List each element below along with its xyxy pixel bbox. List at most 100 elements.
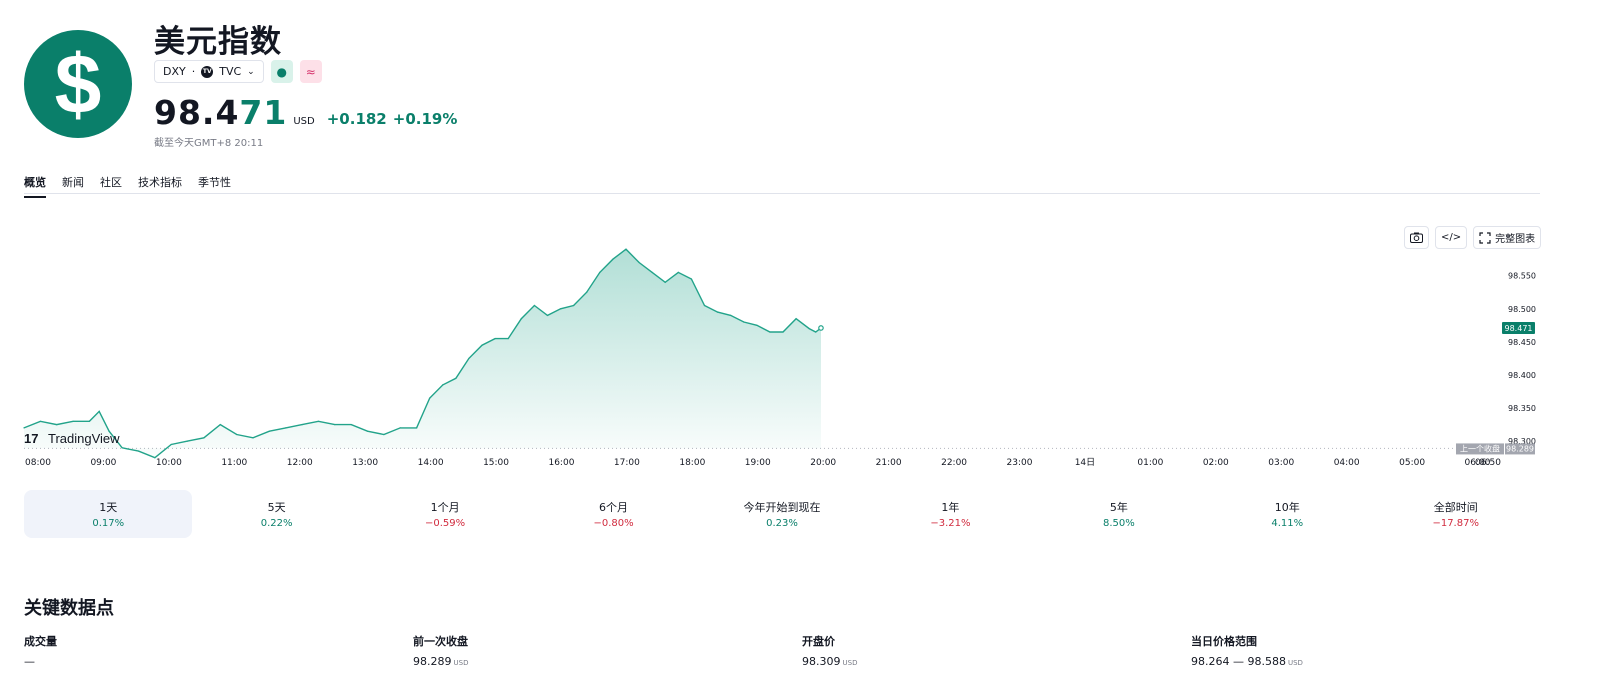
period-change: −3.21% xyxy=(930,518,971,529)
full-chart-button[interactable]: 完整图表 xyxy=(1473,226,1542,249)
as-of-timestamp: 截至今天GMT+8 20:11 xyxy=(154,138,264,149)
period-change: 4.11% xyxy=(1271,518,1304,529)
wave-icon[interactable]: ≈ xyxy=(299,60,322,83)
series-point xyxy=(39,420,41,422)
key-data-item: 当日价格范围 98.264 — 98.588 USD xyxy=(1191,633,1580,668)
x-tick-label: 08:00 xyxy=(25,458,51,468)
exchange-selector[interactable]: DXY · TV TVC ⌄ xyxy=(154,60,264,83)
series-point xyxy=(520,318,522,320)
change-percent: +0.19% xyxy=(392,110,458,128)
period-button[interactable]: 全部时间 −17.87% xyxy=(1372,490,1540,538)
dollar-icon: $ xyxy=(54,37,102,131)
symbol-ticker: DXY xyxy=(163,65,186,78)
key-data-item: 开盘价 98.309 USD xyxy=(802,633,1191,668)
x-tick-label: 04:00 xyxy=(1334,458,1360,468)
market-open-icon[interactable]: ● xyxy=(270,60,293,83)
tab-technicals[interactable]: 技术指标 xyxy=(138,176,182,189)
key-data-title: 关键数据点 xyxy=(24,598,114,619)
series-point xyxy=(769,331,771,333)
y-tick-label: 98.450 xyxy=(1508,338,1536,347)
chart-watermark: TradingView xyxy=(48,431,120,446)
series-point xyxy=(546,314,549,317)
series-point xyxy=(468,357,470,360)
period-button[interactable]: 今年开始到现在 0.23% xyxy=(698,490,866,538)
period-label: 全部时间 xyxy=(1433,501,1478,514)
x-tick-label: 14:00 xyxy=(418,458,444,468)
series-point xyxy=(507,337,509,340)
tab-seasonals[interactable]: 季节性 xyxy=(198,176,231,189)
series-point xyxy=(23,427,25,429)
period-button[interactable]: 5天 0.22% xyxy=(192,490,360,538)
chart-toolbar: </> 完整图表 xyxy=(1404,226,1542,249)
change-absolute: +0.182 xyxy=(326,110,387,128)
series-point xyxy=(664,281,666,283)
key-data-grid: 成交量 — 前一次收盘 98.289 USD 开盘价 98.309 USD 当日价格范围 98.2… xyxy=(24,633,1584,668)
series-point xyxy=(743,321,745,323)
series-point xyxy=(366,430,369,432)
last-price-label: 98.471 xyxy=(1505,324,1533,333)
x-tick-label: 01:00 xyxy=(1137,458,1163,468)
embed-button[interactable]: </> xyxy=(1435,226,1468,249)
x-tick-label: 10:00 xyxy=(156,458,182,468)
series-point xyxy=(203,437,205,439)
y-tick-label: 98.500 xyxy=(1508,305,1536,314)
x-tick-label: 16:00 xyxy=(548,458,574,468)
tab-community[interactable]: 社区 xyxy=(100,176,122,189)
series-point xyxy=(429,397,431,399)
x-tick-label: 19:00 xyxy=(745,458,771,468)
series-point xyxy=(795,318,797,320)
page-title: 美元指数 xyxy=(154,24,282,60)
series-point xyxy=(186,440,189,442)
code-icon: </> xyxy=(1441,232,1462,243)
prev-close-label: 上一个收盘 xyxy=(1460,443,1500,453)
x-tick-label: 15:00 xyxy=(483,458,509,468)
period-button[interactable]: 6个月 −0.80% xyxy=(529,490,697,538)
series-line xyxy=(23,248,822,459)
series-point xyxy=(350,424,352,426)
series-point xyxy=(236,433,238,436)
key-data-value: 98.309 USD xyxy=(802,655,858,668)
tab-overview[interactable]: 概览 xyxy=(24,174,46,198)
snapshot-button[interactable] xyxy=(1404,226,1429,249)
series-point xyxy=(72,420,74,422)
period-button[interactable]: 10年 4.11% xyxy=(1203,490,1371,538)
series-point xyxy=(494,337,496,340)
series-point xyxy=(383,433,385,436)
series-point xyxy=(442,384,444,386)
x-tick-label: 06:50 xyxy=(1475,458,1501,468)
prev-close-tag xyxy=(1456,443,1504,455)
series-point xyxy=(399,427,401,429)
series-point xyxy=(782,331,784,333)
period-button[interactable]: 5年 8.50% xyxy=(1035,490,1203,538)
symbol-logo: $ xyxy=(24,30,132,138)
period-button[interactable]: 1年 −3.21% xyxy=(866,490,1034,538)
price-chart[interactable]: 08:00 09:00 10:00 11:00 12:00 13:00 14:00 15:00… xyxy=(0,0,1610,480)
series-point xyxy=(638,261,640,264)
series-point xyxy=(586,291,588,293)
series-point xyxy=(651,271,653,273)
key-data-label: 前一次收盘 xyxy=(413,635,468,648)
series-point xyxy=(56,424,58,426)
x-tick-label: 11:00 xyxy=(221,458,247,468)
key-data-label: 开盘价 xyxy=(802,635,835,648)
series-point xyxy=(121,447,123,449)
period-change: 0.23% xyxy=(766,518,798,529)
x-tick-label: 17:00 xyxy=(614,458,640,468)
series-point xyxy=(625,248,627,250)
tab-news[interactable]: 新闻 xyxy=(62,176,84,189)
prev-close-value: 98.289 xyxy=(1506,444,1534,453)
series-point xyxy=(599,271,601,273)
full-chart-label: 完整图表 xyxy=(1495,234,1536,245)
period-button[interactable]: 1个月 −0.59% xyxy=(361,490,529,538)
key-data-label: 当日价格范围 xyxy=(1191,635,1257,648)
last-price: 98.471 xyxy=(154,93,288,132)
series-point xyxy=(219,424,221,426)
price-currency: USD xyxy=(293,116,315,127)
series-point xyxy=(677,271,679,273)
series-point xyxy=(252,437,254,439)
symbol-badges: DXY · TV TVC ⌄ ● ≈ xyxy=(154,60,322,83)
last-point-marker xyxy=(818,325,824,331)
period-button[interactable]: 1天 0.17% xyxy=(24,490,193,538)
period-label: 1个月 xyxy=(430,501,460,514)
period-label: 5年 xyxy=(1109,501,1128,514)
